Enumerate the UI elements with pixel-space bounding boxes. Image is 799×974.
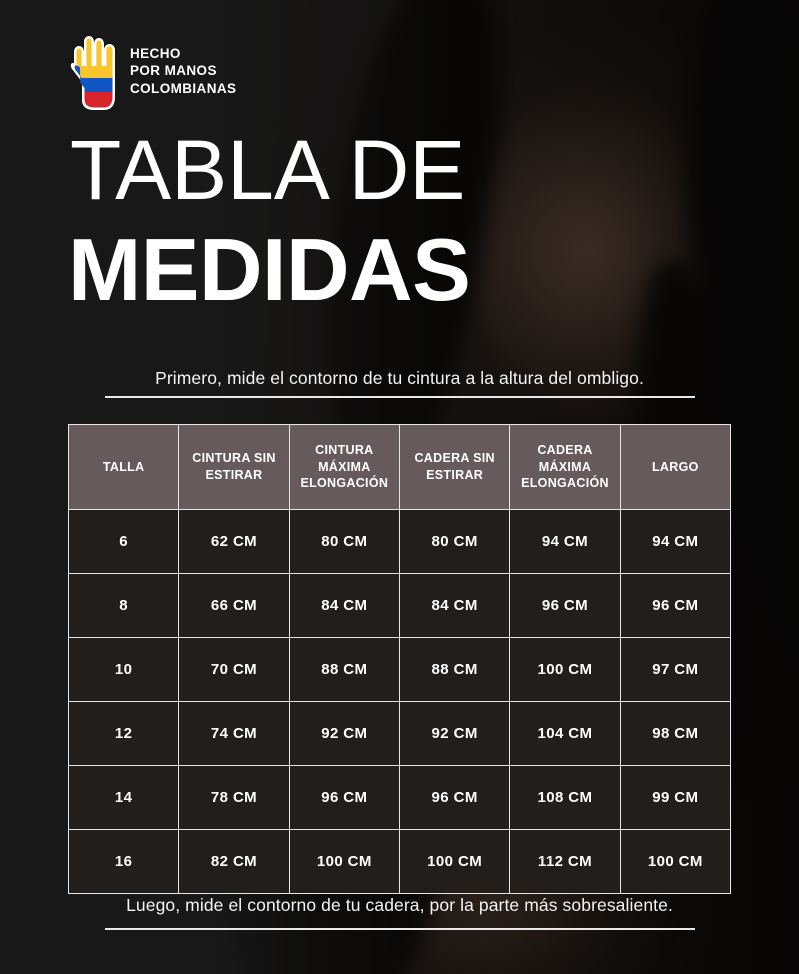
cell-cintura-maxima: 80 CM [288,509,400,574]
cell-cadera-sin-estirar: 96 CM [398,765,511,830]
instruction-waist: Primero, mide el contorno de tu cintura … [155,368,644,388]
cell-cadera-maxima: 108 CM [509,765,621,830]
cell-cadera-maxima: 100 CM [509,637,621,702]
brand-name: HECHO POR MANOS COLOMBIANAS [130,45,236,96]
column-header-cadera-sin-estirar: CADERA SIN ESTIRAR [398,424,511,510]
cell-talla: 16 [67,829,180,894]
brand-logo: HECHO POR MANOS COLOMBIANAS [68,30,236,112]
cell-cadera-maxima: 104 CM [509,701,621,766]
cell-cadera-sin-estirar: 100 CM [398,829,511,894]
cell-cadera-maxima: 94 CM [509,509,621,574]
cell-cintura-sin-estirar: 62 CM [178,509,290,574]
cell-cintura-sin-estirar: 70 CM [178,637,290,702]
cell-cadera-maxima: 112 CM [509,829,621,894]
cell-cintura-maxima: 96 CM [288,765,400,830]
cell-talla: 6 [67,509,180,574]
brand-name-line3: COLOMBIANAS [130,80,237,96]
divider-bottom [105,928,695,930]
cell-largo: 99 CM [619,765,732,830]
table-row: 14 78 CM 96 CM 96 CM 108 CM 99 CM [67,765,732,830]
size-table-head: TALLA CINTURA SIN ESTIRAR CINTURA MÁXIMA… [67,424,732,510]
cell-cadera-sin-estirar: 88 CM [398,637,511,702]
cell-talla: 8 [67,573,180,638]
instruction-hip: Luego, mide el contorno de tu cadera, po… [126,895,673,915]
table-row: 16 82 CM 100 CM 100 CM 112 CM 100 CM [67,829,732,894]
column-header-cintura-maxima-elongacion: CINTURA MÁXIMA ELONGACIÓN [288,424,400,510]
cell-largo: 96 CM [619,573,732,638]
cell-cintura-sin-estirar: 78 CM [178,765,290,830]
column-header-largo: LARGO [619,424,732,510]
cell-largo: 97 CM [619,637,732,702]
table-row: 12 74 CM 92 CM 92 CM 104 CM 98 CM [67,701,732,766]
cell-cintura-maxima: 92 CM [288,701,400,766]
cell-talla: 12 [67,701,180,766]
cell-cintura-sin-estirar: 66 CM [178,573,290,638]
cell-cintura-maxima: 88 CM [288,637,400,702]
page-title-line1: TABLA DE [70,123,466,217]
cell-cintura-sin-estirar: 82 CM [178,829,290,894]
cell-largo: 94 CM [619,509,732,574]
column-header-talla: TALLA [67,424,180,510]
cell-largo: 98 CM [619,701,732,766]
cell-cintura-sin-estirar: 74 CM [178,701,290,766]
cell-largo: 100 CM [619,829,732,894]
brand-name-line1: HECHO [130,46,181,62]
table-row: 10 70 CM 88 CM 88 CM 100 CM 97 CM [67,637,732,702]
size-table-body: 6 62 CM 80 CM 80 CM 94 CM 94 CM 8 66 CM … [67,509,732,894]
colombian-hand-icon [70,36,115,110]
column-header-cintura-sin-estirar: CINTURA SIN ESTIRAR [178,424,290,510]
size-table-container: TALLA CINTURA SIN ESTIRAR CINTURA MÁXIMA… [67,424,732,894]
column-header-cadera-maxima-elongacion: CADERA MÁXIMA ELONGACIÓN [509,424,621,510]
size-table: TALLA CINTURA SIN ESTIRAR CINTURA MÁXIMA… [67,424,732,894]
cell-cintura-maxima: 84 CM [288,573,400,638]
divider-top [105,396,695,398]
table-header-row: TALLA CINTURA SIN ESTIRAR CINTURA MÁXIMA… [67,424,732,510]
cell-cadera-sin-estirar: 80 CM [398,509,511,574]
page-title-line2: MEDIDAS [68,220,471,319]
cell-cintura-maxima: 100 CM [288,829,400,894]
cell-cadera-maxima: 96 CM [509,573,621,638]
table-row: 6 62 CM 80 CM 80 CM 94 CM 94 CM [67,509,732,574]
cell-cadera-sin-estirar: 92 CM [398,701,511,766]
table-row: 8 66 CM 84 CM 84 CM 96 CM 96 CM [67,573,732,638]
cell-cadera-sin-estirar: 84 CM [398,573,511,638]
brand-name-line2: POR MANOS [130,63,217,79]
cell-talla: 14 [67,765,180,830]
cell-talla: 10 [67,637,180,702]
